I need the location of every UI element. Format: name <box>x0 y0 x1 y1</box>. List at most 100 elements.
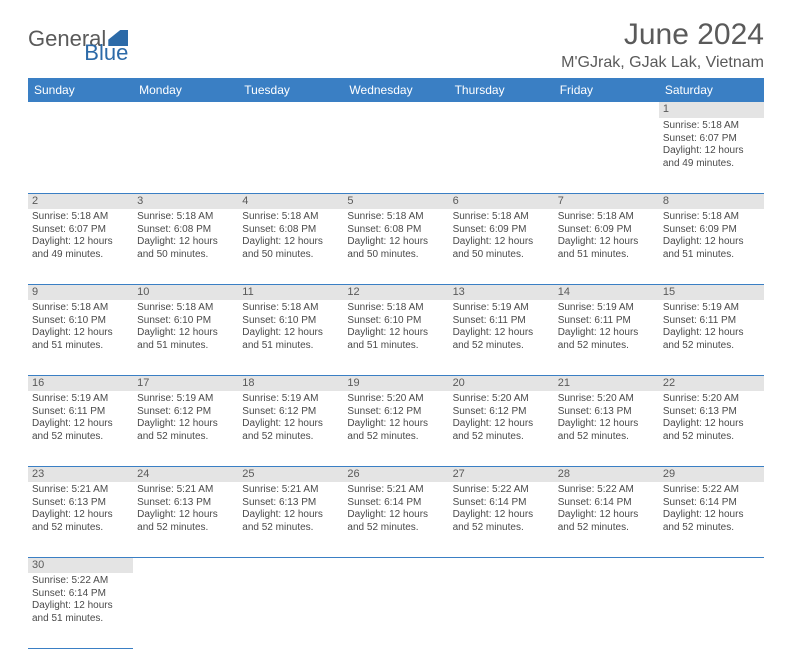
daylight-line: Daylight: 12 hours and 50 minutes. <box>137 236 234 261</box>
day-cell: Sunrise: 5:18 AMSunset: 6:09 PMDaylight:… <box>554 209 659 284</box>
day-number: 3 <box>133 193 238 209</box>
daylight-line: Daylight: 12 hours and 51 minutes. <box>32 600 129 625</box>
day-cell: Sunrise: 5:22 AMSunset: 6:14 PMDaylight:… <box>28 573 133 648</box>
daylight-line: Daylight: 12 hours and 52 minutes. <box>453 418 550 443</box>
day-number <box>343 557 448 573</box>
sunset-line: Sunset: 6:12 PM <box>347 406 444 419</box>
location: M'GJrak, GJak Lak, Vietnam <box>561 54 764 72</box>
day-number: 15 <box>659 284 764 300</box>
day-details: Sunrise: 5:20 AMSunset: 6:13 PMDaylight:… <box>663 393 760 443</box>
daylight-line: Daylight: 12 hours and 52 minutes. <box>663 418 760 443</box>
day-details: Sunrise: 5:18 AMSunset: 6:08 PMDaylight:… <box>137 211 234 261</box>
week-row: Sunrise: 5:22 AMSunset: 6:14 PMDaylight:… <box>28 573 764 648</box>
sunset-line: Sunset: 6:10 PM <box>347 315 444 328</box>
day-cell: Sunrise: 5:20 AMSunset: 6:13 PMDaylight:… <box>659 391 764 466</box>
daylight-line: Daylight: 12 hours and 52 minutes. <box>347 418 444 443</box>
daylight-line: Daylight: 12 hours and 52 minutes. <box>242 509 339 534</box>
daylight-line: Daylight: 12 hours and 52 minutes. <box>663 327 760 352</box>
sunset-line: Sunset: 6:07 PM <box>663 133 760 146</box>
day-details: Sunrise: 5:18 AMSunset: 6:09 PMDaylight:… <box>558 211 655 261</box>
day-number: 19 <box>343 375 448 391</box>
sunset-line: Sunset: 6:09 PM <box>558 224 655 237</box>
day-cell: Sunrise: 5:21 AMSunset: 6:13 PMDaylight:… <box>133 482 238 557</box>
day-details: Sunrise: 5:20 AMSunset: 6:13 PMDaylight:… <box>558 393 655 443</box>
day-number <box>133 102 238 118</box>
sunrise-line: Sunrise: 5:18 AM <box>663 211 760 224</box>
day-number <box>554 557 659 573</box>
sunrise-line: Sunrise: 5:21 AM <box>137 484 234 497</box>
sunrise-line: Sunrise: 5:22 AM <box>558 484 655 497</box>
day-number <box>449 557 554 573</box>
daylight-line: Daylight: 12 hours and 50 minutes. <box>347 236 444 261</box>
day-cell: Sunrise: 5:18 AMSunset: 6:10 PMDaylight:… <box>238 300 343 375</box>
day-cell <box>659 573 764 648</box>
day-cell: Sunrise: 5:18 AMSunset: 6:10 PMDaylight:… <box>28 300 133 375</box>
day-number <box>238 102 343 118</box>
sunrise-line: Sunrise: 5:22 AM <box>32 575 129 588</box>
day-details: Sunrise: 5:20 AMSunset: 6:12 PMDaylight:… <box>453 393 550 443</box>
sunset-line: Sunset: 6:13 PM <box>137 497 234 510</box>
day-cell: Sunrise: 5:18 AMSunset: 6:08 PMDaylight:… <box>133 209 238 284</box>
daylight-line: Daylight: 12 hours and 50 minutes. <box>242 236 339 261</box>
day-cell <box>238 573 343 648</box>
day-cell <box>554 573 659 648</box>
sunset-line: Sunset: 6:13 PM <box>663 406 760 419</box>
daynum-row: 2345678 <box>28 193 764 209</box>
day-number: 23 <box>28 466 133 482</box>
sunset-line: Sunset: 6:09 PM <box>663 224 760 237</box>
day-details: Sunrise: 5:19 AMSunset: 6:11 PMDaylight:… <box>32 393 129 443</box>
sunrise-line: Sunrise: 5:18 AM <box>347 211 444 224</box>
day-details: Sunrise: 5:21 AMSunset: 6:13 PMDaylight:… <box>32 484 129 534</box>
day-details: Sunrise: 5:18 AMSunset: 6:09 PMDaylight:… <box>453 211 550 261</box>
daylight-line: Daylight: 12 hours and 51 minutes. <box>242 327 339 352</box>
day-details: Sunrise: 5:18 AMSunset: 6:10 PMDaylight:… <box>137 302 234 352</box>
day-cell: Sunrise: 5:22 AMSunset: 6:14 PMDaylight:… <box>449 482 554 557</box>
day-cell: Sunrise: 5:18 AMSunset: 6:10 PMDaylight:… <box>133 300 238 375</box>
day-details: Sunrise: 5:19 AMSunset: 6:12 PMDaylight:… <box>137 393 234 443</box>
day-cell: Sunrise: 5:18 AMSunset: 6:09 PMDaylight:… <box>659 209 764 284</box>
sunset-line: Sunset: 6:14 PM <box>663 497 760 510</box>
weekday-header: Saturday <box>659 78 764 102</box>
daylight-line: Daylight: 12 hours and 52 minutes. <box>32 418 129 443</box>
week-row: Sunrise: 5:18 AMSunset: 6:07 PMDaylight:… <box>28 209 764 284</box>
sunrise-line: Sunrise: 5:19 AM <box>663 302 760 315</box>
weekday-header: Monday <box>133 78 238 102</box>
day-cell: Sunrise: 5:21 AMSunset: 6:14 PMDaylight:… <box>343 482 448 557</box>
day-details: Sunrise: 5:22 AMSunset: 6:14 PMDaylight:… <box>558 484 655 534</box>
weekday-header: Sunday <box>28 78 133 102</box>
month-title: June 2024 <box>561 18 764 52</box>
day-number: 13 <box>449 284 554 300</box>
daylight-line: Daylight: 12 hours and 52 minutes. <box>453 509 550 534</box>
day-cell: Sunrise: 5:20 AMSunset: 6:13 PMDaylight:… <box>554 391 659 466</box>
sunrise-line: Sunrise: 5:18 AM <box>663 120 760 133</box>
daylight-line: Daylight: 12 hours and 52 minutes. <box>242 418 339 443</box>
day-cell <box>449 118 554 193</box>
sunrise-line: Sunrise: 5:18 AM <box>347 302 444 315</box>
day-number <box>133 557 238 573</box>
week-row: Sunrise: 5:18 AMSunset: 6:07 PMDaylight:… <box>28 118 764 193</box>
week-row: Sunrise: 5:18 AMSunset: 6:10 PMDaylight:… <box>28 300 764 375</box>
sunrise-line: Sunrise: 5:18 AM <box>32 302 129 315</box>
day-details: Sunrise: 5:22 AMSunset: 6:14 PMDaylight:… <box>453 484 550 534</box>
day-details: Sunrise: 5:18 AMSunset: 6:08 PMDaylight:… <box>242 211 339 261</box>
day-details: Sunrise: 5:18 AMSunset: 6:10 PMDaylight:… <box>347 302 444 352</box>
day-number <box>659 557 764 573</box>
day-cell: Sunrise: 5:18 AMSunset: 6:10 PMDaylight:… <box>343 300 448 375</box>
sunset-line: Sunset: 6:10 PM <box>137 315 234 328</box>
daynum-row: 30 <box>28 557 764 573</box>
day-cell: Sunrise: 5:22 AMSunset: 6:14 PMDaylight:… <box>659 482 764 557</box>
day-cell: Sunrise: 5:19 AMSunset: 6:11 PMDaylight:… <box>554 300 659 375</box>
day-cell <box>343 573 448 648</box>
sunrise-line: Sunrise: 5:18 AM <box>137 302 234 315</box>
sunrise-line: Sunrise: 5:22 AM <box>663 484 760 497</box>
sunset-line: Sunset: 6:11 PM <box>558 315 655 328</box>
weekday-header-row: SundayMondayTuesdayWednesdayThursdayFrid… <box>28 78 764 102</box>
day-number: 22 <box>659 375 764 391</box>
day-cell: Sunrise: 5:21 AMSunset: 6:13 PMDaylight:… <box>28 482 133 557</box>
day-cell: Sunrise: 5:22 AMSunset: 6:14 PMDaylight:… <box>554 482 659 557</box>
day-number: 1 <box>659 102 764 118</box>
day-details: Sunrise: 5:18 AMSunset: 6:10 PMDaylight:… <box>242 302 339 352</box>
sunset-line: Sunset: 6:08 PM <box>137 224 234 237</box>
day-number: 12 <box>343 284 448 300</box>
day-number: 20 <box>449 375 554 391</box>
